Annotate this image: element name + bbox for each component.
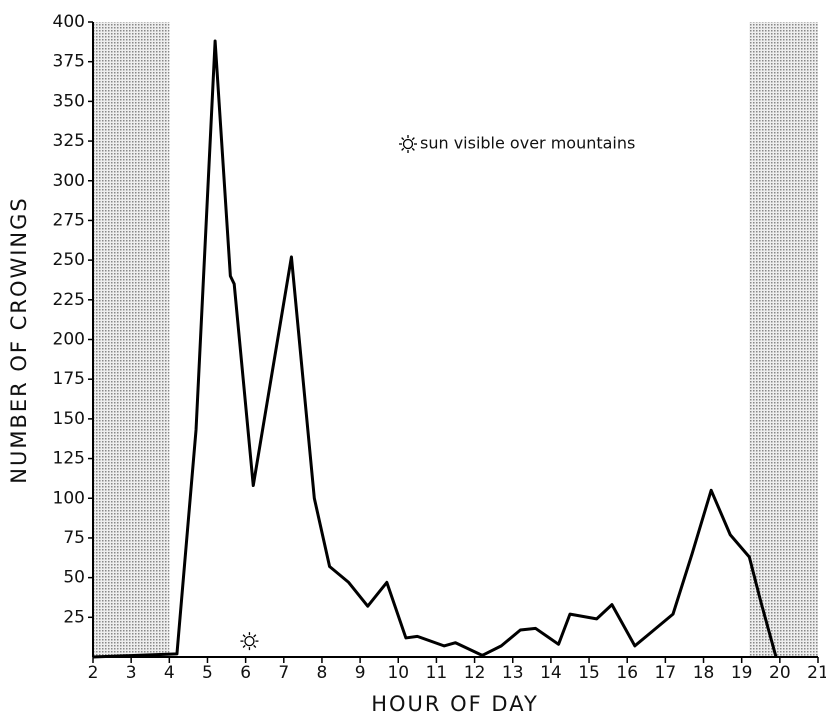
y-axis-title: NUMBER OF CROWINGS (7, 196, 31, 483)
y-tick-label: 175 (53, 369, 85, 389)
x-tick-label: 19 (731, 663, 753, 683)
x-tick-label: 20 (769, 663, 791, 683)
y-tick-label: 225 (53, 290, 85, 310)
y-tick-label: 375 (53, 52, 85, 72)
y-tick-label: 300 (53, 171, 85, 191)
x-tick-label: 13 (502, 663, 524, 683)
y-tick-label: 25 (63, 607, 85, 627)
y-tick-label: 75 (63, 528, 85, 548)
y-tick-label: 275 (53, 210, 85, 230)
y-tick-label: 200 (53, 330, 85, 350)
x-tick-label: 8 (317, 663, 328, 683)
x-tick-label: 16 (616, 663, 638, 683)
y-tick-label: 125 (53, 449, 85, 469)
x-tick-label: 18 (693, 663, 715, 683)
x-tick-label: 9 (355, 663, 366, 683)
x-tick-label: 10 (387, 663, 409, 683)
sun-icon (240, 632, 259, 651)
x-tick-label: 14 (540, 663, 562, 683)
y-tick-label: 250 (53, 250, 85, 270)
x-tick-label: 21 (807, 663, 826, 683)
x-tick-label: 6 (240, 663, 251, 683)
sun-icon (399, 135, 417, 153)
x-axis-title: HOUR OF DAY (371, 692, 539, 716)
night-shading (93, 22, 170, 657)
data-line (92, 39, 778, 659)
y-tick-label: 325 (53, 131, 85, 151)
x-tick-label: 7 (278, 663, 289, 683)
x-tick-label: 3 (126, 663, 137, 683)
x-tick-label: 5 (202, 663, 213, 683)
annotation: sun visible over mountains (420, 134, 635, 153)
x-tick-label: 12 (464, 663, 486, 683)
x-tick-label: 4 (164, 663, 175, 683)
night-shading (749, 22, 818, 657)
y-tick-label: 350 (53, 91, 85, 111)
x-tick-label: 17 (655, 663, 677, 683)
y-tick-label: 150 (53, 409, 85, 429)
y-tick-label: 400 (53, 12, 85, 32)
x-tick-label: 2 (88, 663, 99, 683)
x-tick-label: 15 (578, 663, 600, 683)
x-tick-label: 11 (426, 663, 448, 683)
y-tick-label: 100 (53, 488, 85, 508)
y-tick-label: 50 (63, 568, 85, 588)
